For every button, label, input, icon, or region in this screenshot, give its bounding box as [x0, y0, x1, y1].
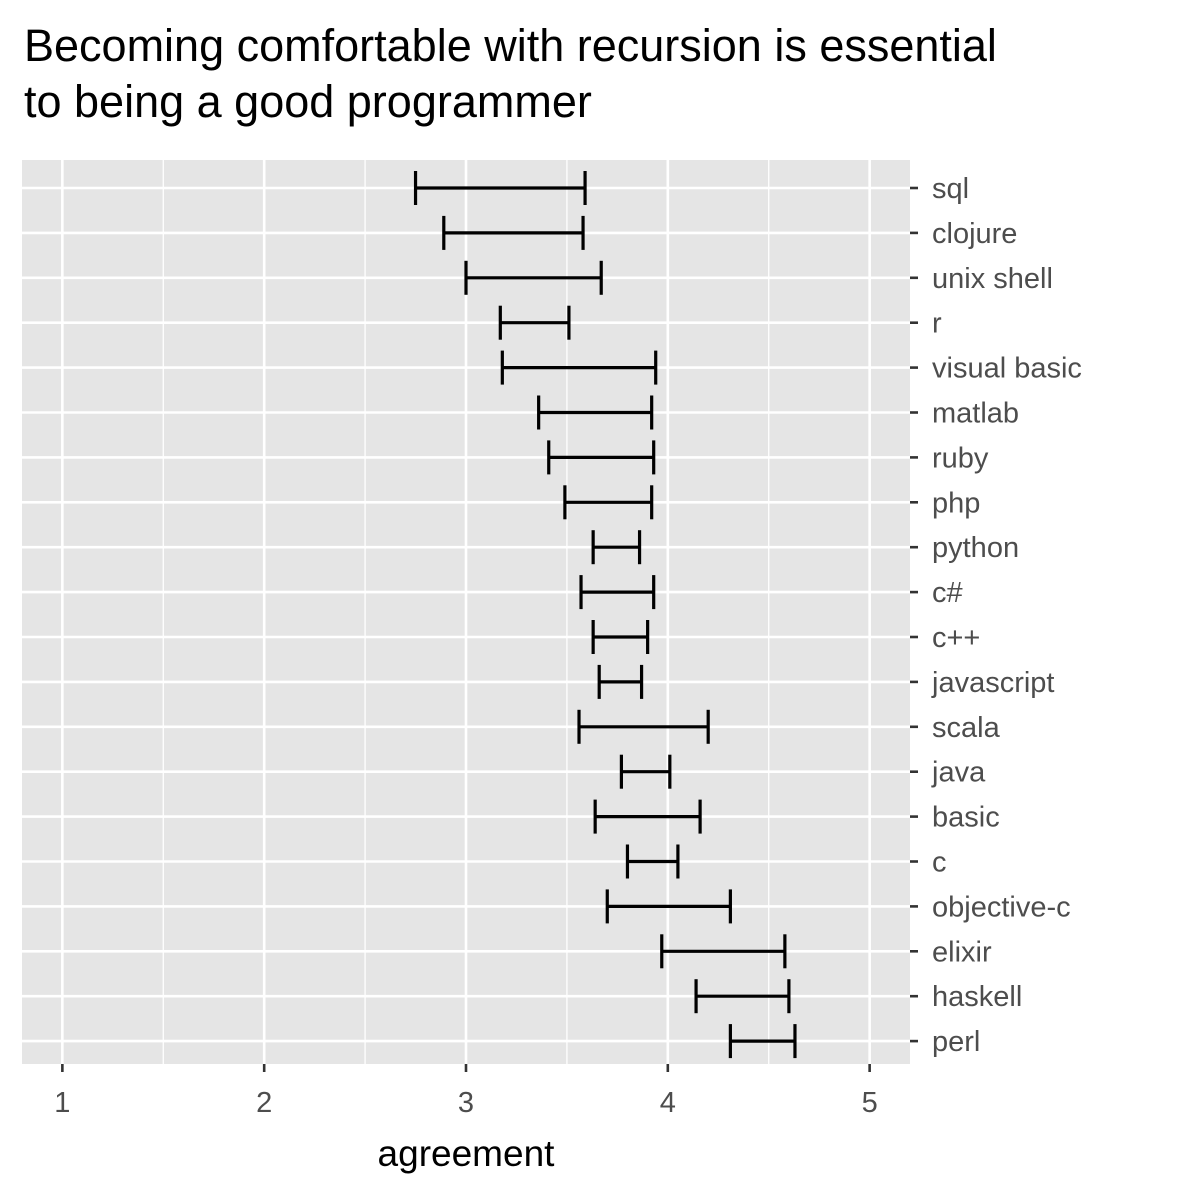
error-bar-sql: [413, 171, 587, 205]
error-bar-matlab: [537, 395, 654, 430]
y-tick-label: java: [931, 757, 986, 789]
y-tick-label: basic: [932, 802, 1000, 834]
chart-title: Becoming comfortable with recursion is e…: [24, 18, 1200, 130]
x-tick-label: 2: [256, 1087, 272, 1119]
error-bar-basic: [593, 799, 702, 834]
y-tick-label: sql: [932, 173, 969, 205]
y-tick-label: c: [932, 847, 947, 879]
y-tick-label: haskell: [932, 981, 1022, 1013]
error-bar-c: [625, 844, 680, 879]
error-bar-python: [591, 530, 642, 565]
x-tick-label: 4: [660, 1087, 676, 1119]
y-tick-label: javascript: [931, 667, 1055, 699]
error-bar-c-: [591, 620, 650, 654]
x-axis: 1 2 3 4 5: [54, 1064, 878, 1119]
error-bar-php: [563, 485, 654, 520]
y-tick-label: c++: [932, 622, 980, 654]
x-tick-label: 1: [54, 1087, 70, 1119]
error-bar-scala: [577, 709, 710, 744]
y-tick-label: clojure: [932, 218, 1017, 250]
y-tick-label: php: [932, 487, 980, 519]
y-tick-label: visual basic: [932, 353, 1082, 385]
y-tick-label: scala: [932, 712, 1001, 744]
y-tick-label: unix shell: [932, 263, 1053, 295]
error-bar-perl: [728, 1024, 797, 1059]
error-bar-clojure: [442, 215, 585, 250]
error-bar-c-: [579, 575, 656, 610]
y-tick-label: python: [932, 532, 1019, 564]
error-bar-objective-c: [605, 889, 732, 924]
error-bar-visual-basic: [500, 350, 658, 385]
error-bars: [413, 171, 797, 1059]
error-bar-r: [498, 305, 571, 340]
error-bar-unix-shell: [464, 260, 603, 295]
error-bar-javascript: [597, 664, 644, 699]
y-tick-label: objective-c: [932, 891, 1071, 923]
error-bar-ruby: [547, 440, 656, 475]
chart-title-line-1: Becoming comfortable with recursion is e…: [24, 20, 997, 71]
y-tick-label: perl: [932, 1026, 980, 1058]
error-bar-java: [619, 754, 672, 789]
y-tick-label: r: [932, 308, 942, 340]
error-bar-haskell: [694, 979, 791, 1014]
y-tick-label: matlab: [932, 398, 1019, 430]
y-tick-label: elixir: [932, 936, 992, 968]
chart-title-line-2: to being a good programmer: [24, 76, 592, 127]
y-tick-label: ruby: [932, 442, 989, 474]
x-axis-title: agreement: [378, 1133, 556, 1174]
y-tick-label: c#: [932, 577, 963, 609]
x-tick-label: 3: [458, 1087, 474, 1119]
y-axis: sql clojure unix shell r visual basic matlab r…: [910, 173, 1082, 1058]
error-bar-elixir: [660, 934, 787, 969]
x-tick-label: 5: [862, 1087, 878, 1119]
